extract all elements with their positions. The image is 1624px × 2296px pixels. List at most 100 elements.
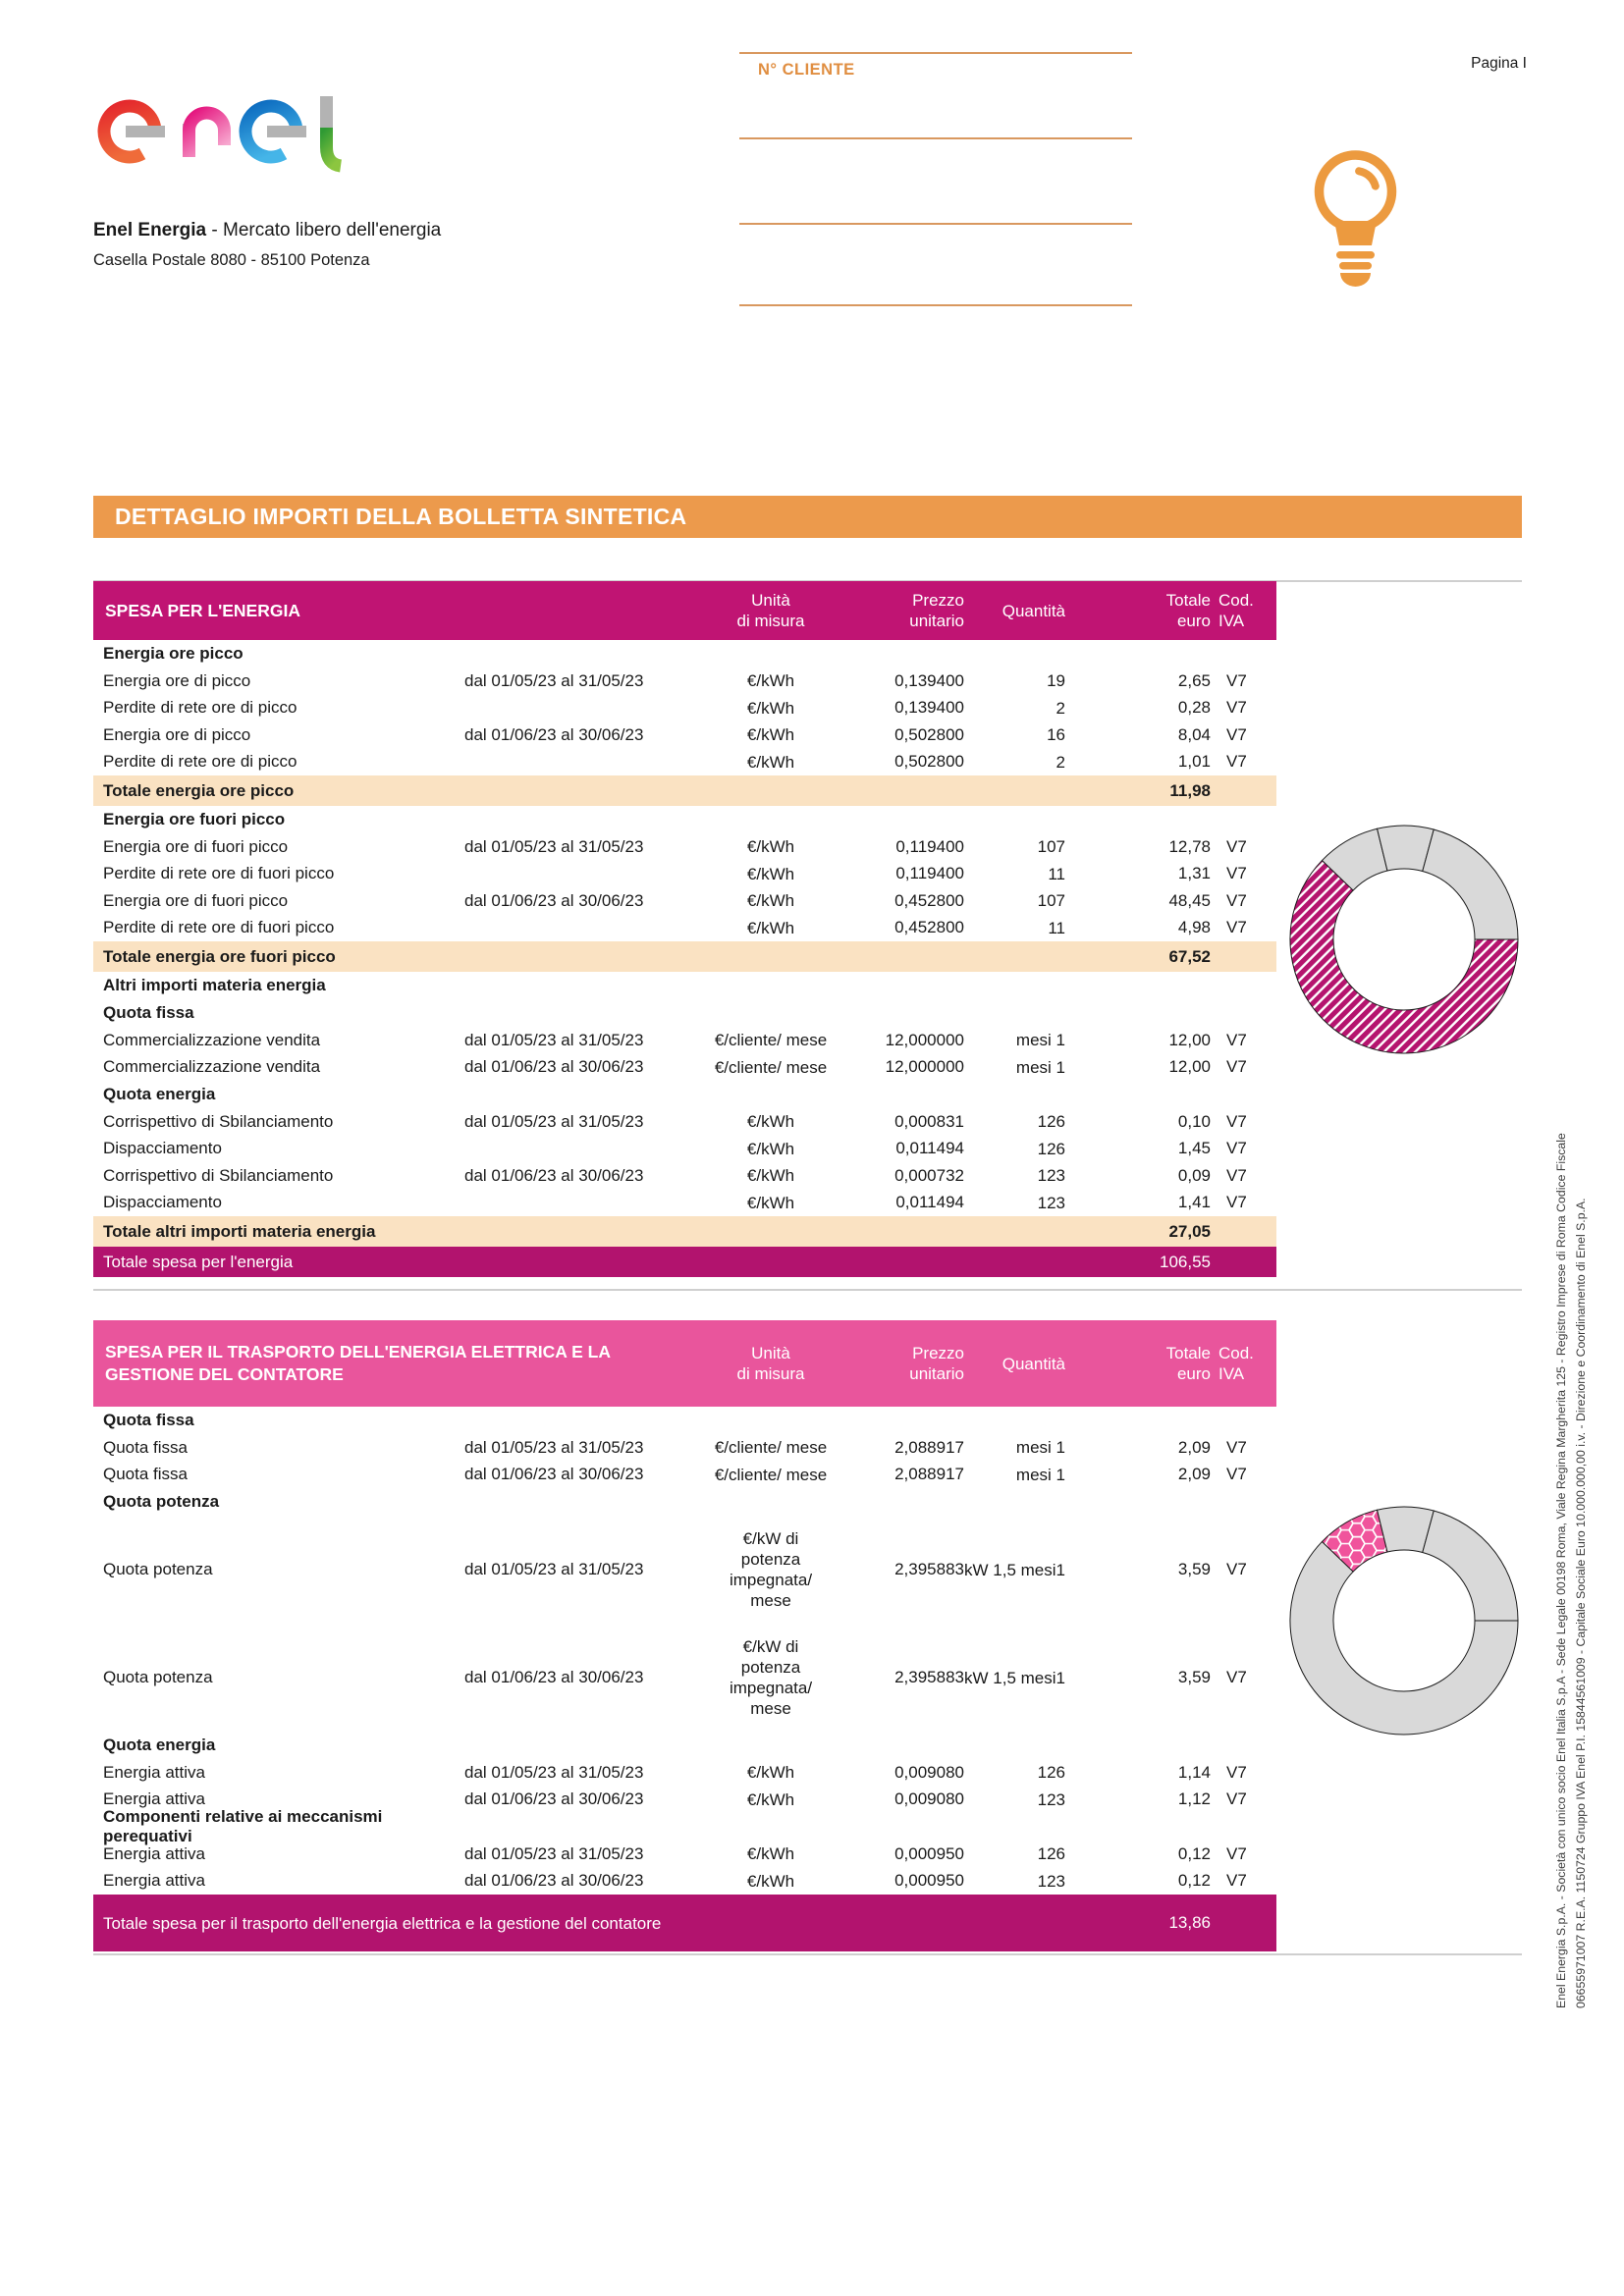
cell-section-title: Energia ore fuori picco xyxy=(103,810,286,828)
cell-unit: €/kWh xyxy=(746,864,795,883)
cell-quantity: mesi 1 xyxy=(1015,1031,1065,1050)
cell-period: dal 01/06/23 al 30/06/23 xyxy=(464,1165,644,1185)
cell-description: Energia ore di picco xyxy=(103,670,251,690)
cell-period: dal 01/06/23 al 30/06/23 xyxy=(464,1057,644,1077)
cell-unit-price: 2,395883 xyxy=(894,1560,964,1578)
cell-unit-price: 0,139400 xyxy=(894,698,964,718)
cell-total: 1,14 xyxy=(1177,1762,1211,1782)
cell-total: 0,12 xyxy=(1177,1871,1211,1891)
cell-total: 48,45 xyxy=(1168,890,1211,910)
cell-unit-price: 12,000000 xyxy=(885,1057,964,1077)
cell-period: dal 01/05/23 al 31/05/23 xyxy=(464,1030,644,1049)
cell-description: Perdite di rete ore di fuori picco xyxy=(103,918,335,937)
cell-quantity: mesi 1 xyxy=(1015,1438,1065,1458)
cell-description: Commercializzazione vendita xyxy=(103,1057,321,1077)
cell-vat-code: V7 xyxy=(1226,1465,1247,1484)
cell-unit: €/kWh xyxy=(746,671,795,691)
table-row: Energia ore di picco dal 01/05/23 al 31/0… xyxy=(93,667,1276,695)
cell-unit-price: 0,009080 xyxy=(894,1762,964,1782)
cell-unit-price: 0,452800 xyxy=(894,890,964,910)
cell-period: dal 01/05/23 al 31/05/23 xyxy=(464,1111,644,1131)
donut-segment-1-highlighted xyxy=(1289,859,1519,1054)
table1-header: SPESA PER L'ENERGIA Unità di misura Prez… xyxy=(93,581,1276,640)
col-header-iva: Cod. IVA xyxy=(1218,591,1254,630)
cell-vat-code: V7 xyxy=(1226,890,1247,910)
table1-title: SPESA PER L'ENERGIA xyxy=(105,600,300,620)
table-section-row: Energia ore fuori picco xyxy=(93,806,1276,833)
cell-vat-code: V7 xyxy=(1226,1139,1247,1158)
cell-total: 1,45 xyxy=(1177,1139,1211,1158)
table-row: Energia ore di fuori picco dal 01/05/23 a… xyxy=(93,833,1276,861)
table1-body: Energia ore picco Energia ore di picco dal… xyxy=(93,640,1276,1277)
cell-unit: €/kWh xyxy=(746,1193,795,1212)
cell-subtotal-label: Totale energia ore fuori picco xyxy=(103,946,336,966)
cell-total: 1,41 xyxy=(1177,1193,1211,1212)
cell-vat-code: V7 xyxy=(1226,918,1247,937)
cell-quantity: 107 xyxy=(1037,891,1065,911)
cliente-line-3 xyxy=(739,223,1132,225)
cell-section-title: Quota energia xyxy=(103,1085,216,1103)
cell-description: Corrispettivo di Sbilanciamento xyxy=(103,1111,334,1131)
divider-bottom-table1 xyxy=(93,1289,1522,1291)
table-section-row: Altri importi materia energia xyxy=(93,972,1276,999)
cell-unit: €/cliente/ mese xyxy=(714,1057,828,1077)
cell-vat-code: V7 xyxy=(1226,1057,1247,1077)
cell-unit-price: 0,000732 xyxy=(894,1165,964,1185)
table-row: Perdite di rete ore di fuori picco €/kWh 0… xyxy=(93,915,1276,942)
cell-vat-code: V7 xyxy=(1226,752,1247,772)
cell-period: dal 01/05/23 al 31/05/23 xyxy=(464,1437,644,1457)
cell-period: dal 01/06/23 al 30/06/23 xyxy=(464,1465,644,1484)
enel-logo xyxy=(97,96,343,173)
col-header-quantita: Quantità xyxy=(1001,601,1065,620)
col-header-unita: Unità di misura xyxy=(736,1344,805,1383)
cell-vat-code: V7 xyxy=(1226,724,1247,744)
cell-quantity: 19 xyxy=(1047,671,1065,691)
col-header-unita: Unità di misura xyxy=(736,591,805,630)
cell-vat-code: V7 xyxy=(1226,1789,1247,1809)
cell-description: Commercializzazione vendita xyxy=(103,1030,321,1049)
cell-unit: €/cliente/ mese xyxy=(714,1438,828,1458)
divider-bottom-table2 xyxy=(93,1953,1522,1955)
cell-subtotal-value: 27,05 xyxy=(1168,1221,1211,1241)
cell-section-title: Quota potenza xyxy=(103,1492,220,1511)
table-row: Quota potenza dal 01/05/23 al 31/05/23 €/k… xyxy=(93,1516,1276,1624)
cell-section-title: Quota energia xyxy=(103,1735,216,1754)
lightbulb-icon xyxy=(1314,150,1397,287)
donut-chart-trasporto xyxy=(1289,1506,1519,1735)
cell-description: Dispacciamento xyxy=(103,1139,222,1158)
cell-vat-code: V7 xyxy=(1226,1560,1247,1578)
table-row: Perdite di rete ore di picco €/kWh 0,13940… xyxy=(93,695,1276,722)
cell-vat-code: V7 xyxy=(1226,1437,1247,1457)
cell-subtotal-value: 67,52 xyxy=(1168,946,1211,966)
table2-header: SPESA PER IL TRASPORTO DELL'ENERGIA ELET… xyxy=(93,1320,1276,1407)
cell-vat-code: V7 xyxy=(1226,1762,1247,1782)
cell-unit: €/kWh xyxy=(746,837,795,857)
col-header-iva: Cod. IVA xyxy=(1218,1344,1254,1383)
cell-section-title: Energia ore picco xyxy=(103,644,244,663)
table-row: Dispacciamento €/kWh 0,011494 123 1,41 V7 xyxy=(93,1190,1276,1217)
col-header-totale: Totale euro xyxy=(1165,591,1211,630)
cell-vat-code: V7 xyxy=(1226,864,1247,883)
cell-unit-price: 0,452800 xyxy=(894,918,964,937)
company-name: Enel Energia xyxy=(93,220,207,240)
cell-description: Energia attiva xyxy=(103,1871,205,1891)
cell-unit-price: 0,009080 xyxy=(894,1789,964,1809)
cell-unit: €/kWh xyxy=(746,752,795,772)
cell-description: Energia ore di picco xyxy=(103,724,251,744)
cell-vat-code: V7 xyxy=(1226,698,1247,718)
cell-total: 12,00 xyxy=(1168,1057,1211,1077)
table-section-row: Quota fissa xyxy=(93,999,1276,1027)
cliente-line-4 xyxy=(739,304,1132,306)
cell-total: 1,12 xyxy=(1177,1789,1211,1809)
cell-total: 2,65 xyxy=(1177,670,1211,690)
cell-description: Energia ore di fuori picco xyxy=(103,890,289,910)
divider-top-table1 xyxy=(93,580,1522,582)
col-header-quantita: Quantità xyxy=(1001,1354,1065,1373)
table-row: Perdite di rete ore di picco €/kWh 0,50280… xyxy=(93,749,1276,776)
cell-total: 4,98 xyxy=(1177,918,1211,937)
cell-quantity: 11 xyxy=(1048,864,1065,883)
cell-quantity: 16 xyxy=(1047,725,1065,745)
table-row: Energia attiva dal 01/06/23 al 30/06/23 €/… xyxy=(93,1868,1276,1896)
cell-unit-price: 0,000831 xyxy=(894,1111,964,1131)
cell-vat-code: V7 xyxy=(1226,1165,1247,1185)
